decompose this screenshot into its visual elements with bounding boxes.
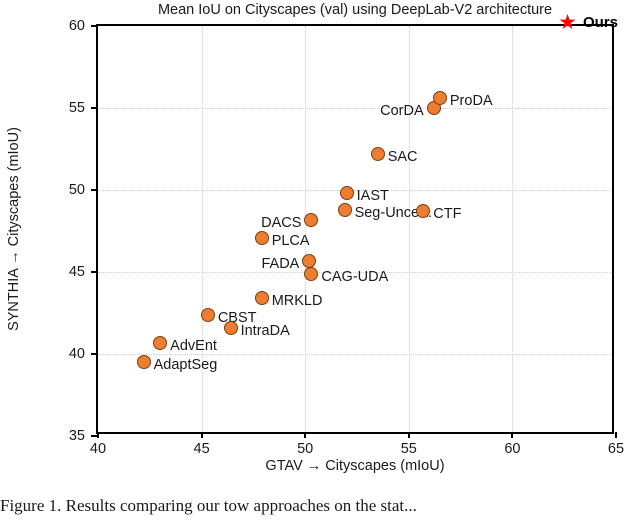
data-point[interactable] [416,204,431,219]
data-point[interactable] [337,202,352,217]
x-axis-tick [615,432,617,438]
y-axis-tick-label: 55 [68,100,85,116]
figure-caption: Figure 1. Results comparing our tow appr… [0,496,417,515]
x-axis-tick [304,432,307,438]
gridline-horizontal [98,272,612,273]
data-point-label: MRKLD [271,293,323,310]
data-point-label: IntraDA [240,322,290,339]
data-point-label: PLCA [271,232,310,249]
data-point[interactable] [304,266,319,281]
data-point[interactable] [370,146,385,161]
gridline-horizontal [98,190,612,191]
y-axis-tick-label: 45 [68,264,85,280]
gridline-vertical [408,26,410,432]
y-axis-tick [91,271,98,273]
data-point[interactable] [302,253,317,268]
y-axis-tick-label: 60 [68,18,85,34]
data-point-label: CorDA [380,103,424,119]
data-point[interactable] [304,212,319,227]
x-axis-tick-label: 40 [89,441,107,457]
x-axis-label: GTAV → Cityscapes (mIoU) [265,458,445,474]
x-axis-tick [200,432,203,438]
data-point[interactable] [223,320,238,335]
data-point-label: ProDA [449,93,493,110]
data-point-label: AdaptSeg [153,357,218,374]
y-axis-tick [91,189,98,191]
legend: ★ Ours [558,12,618,33]
data-point-label: CTF [433,206,462,223]
plot-area: 40 45 50 55 60 65 35 40 45 50 55 60 AdaptSeg AdvEnt CB… [69,18,624,457]
gridline-vertical [305,26,307,432]
data-point-label: CAG-UDA [321,268,389,285]
gridline-vertical [201,26,203,432]
x-axis-tick-label: 65 [607,441,625,457]
x-axis-tick-label: 45 [193,441,210,457]
data-point[interactable] [339,186,354,201]
data-point[interactable] [136,355,151,370]
data-point[interactable] [254,291,269,306]
x-axis-tick-label: 50 [297,441,314,457]
y-axis-tick-label: 40 [68,346,85,362]
data-point-label: Seg-Uncert. [354,204,432,221]
x-axis-tick-label: 55 [400,441,417,457]
y-axis-tick [91,353,98,355]
chart-title: Mean IoU on Cityscapes (val) using DeepL… [157,2,553,18]
x-axis-tick [511,432,514,438]
gridline-horizontal [98,354,612,355]
data-point[interactable] [432,91,447,106]
plot-inner: 40 45 50 55 60 65 35 40 45 50 55 60 AdaptSeg AdvEnt CB… [69,18,624,457]
x-axis-tick [407,432,410,438]
data-point[interactable] [153,335,168,350]
data-point-label: AdvEnt [170,337,217,354]
x-axis-tick-label: 60 [504,441,521,457]
y-axis-tick [91,107,98,109]
data-point[interactable] [254,230,269,245]
star-icon: ★ [558,11,577,34]
data-point-label: DACS [261,214,302,231]
y-axis-tick-label: 35 [68,428,85,444]
legend-label-ours: Ours [582,14,618,31]
gridline-vertical [512,26,514,432]
gridline-horizontal [98,108,612,109]
y-axis-tick [91,25,98,27]
y-axis-tick-label: 50 [68,182,85,198]
data-point-label: IAST [356,188,389,205]
data-point-label: FADA [261,255,300,272]
data-point[interactable] [200,307,215,322]
x-axis-tick [97,432,99,438]
y-axis-tick [91,435,98,437]
data-point-label: SAC [387,148,418,165]
y-axis-label: SYNTHIA → Cityscapes (mIoU) [6,127,22,331]
